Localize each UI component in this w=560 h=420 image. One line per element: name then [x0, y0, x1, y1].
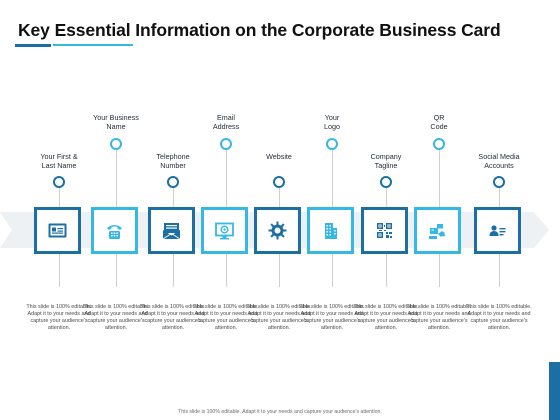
info-item-label: QR Code — [430, 113, 448, 132]
monitor-at-icon — [215, 222, 234, 240]
info-item-first-last-name: Your First & Last Name This slide is 100%… — [26, 0, 91, 420]
icon-box — [254, 207, 301, 254]
timeline-node — [380, 176, 392, 188]
connector-line — [58, 254, 60, 287]
info-item-label: Your First & Last Name — [40, 152, 78, 171]
envelope-icon — [162, 223, 181, 240]
info-item-label: Email Address — [212, 113, 240, 132]
id-card-icon — [48, 223, 67, 238]
connector-line — [115, 254, 117, 287]
info-item-label: Social Media Accounts — [478, 152, 520, 171]
info-item-website: Website This slide is 100% editable. Ada… — [246, 0, 311, 420]
info-item-description: This slide is 100% editable. Adapt it to… — [353, 304, 419, 332]
connector-line — [498, 181, 500, 207]
info-item-label: Website — [266, 152, 292, 161]
info-item-description: This slide is 100% editable. Adapt it to… — [246, 304, 312, 332]
building-icon — [325, 223, 337, 239]
footer-note: This slide is 100% editable. Adapt it to… — [178, 409, 382, 415]
info-item-your-logo: Your Logo This slide is 100% editable. Ad… — [299, 0, 364, 420]
info-item-business-name: Your Business Name This slide is 100% edi… — [83, 0, 148, 420]
timeline-node — [433, 138, 445, 150]
timeline-node — [220, 138, 232, 150]
info-item-label: Your Business Name — [93, 113, 139, 132]
social-handshake-icon — [429, 224, 445, 239]
timeline-node — [273, 176, 285, 188]
icon-box — [361, 207, 408, 254]
info-item-label: Telephone Number — [156, 152, 190, 171]
icon-box — [414, 207, 461, 254]
title-underline-dark — [15, 44, 51, 47]
info-item-description: This slide is 100% editable. Adapt it to… — [83, 304, 149, 332]
connector-line — [172, 254, 174, 287]
connector-line — [115, 143, 117, 207]
info-item-email-address: Email Address This slide is 100% editable… — [193, 0, 258, 420]
timeline-node — [110, 138, 122, 150]
info-item-label: Your Logo — [324, 113, 340, 132]
timeline-node — [326, 138, 338, 150]
info-item-description: This slide is 100% editable. Adapt it to… — [406, 304, 472, 332]
corner-accent-bar — [549, 362, 560, 420]
connector-line — [172, 181, 174, 207]
info-item-social-media-accounts: Social Media Accounts This slide is 100% … — [466, 0, 531, 420]
icon-box — [148, 207, 195, 254]
telephone-icon — [107, 225, 122, 239]
info-item-description: This slide is 100% editable. Adapt it to… — [140, 304, 206, 332]
info-item-label: Company Tagline — [370, 152, 402, 171]
connector-line — [438, 143, 440, 207]
info-item-description: This slide is 100% editable. Adapt it to… — [193, 304, 259, 332]
timeline-node — [167, 176, 179, 188]
info-item-description: This slide is 100% editable. Adapt it to… — [466, 304, 532, 332]
contact-card-icon — [489, 225, 506, 236]
qr-code-icon — [377, 223, 392, 238]
icon-box — [34, 207, 81, 254]
page-title: Key Essential Information on the Corpora… — [18, 20, 501, 40]
connector-line — [278, 181, 280, 207]
connector-line — [498, 254, 500, 287]
icon-box — [307, 207, 354, 254]
icon-box — [474, 207, 521, 254]
connector-line — [225, 143, 227, 207]
connector-line — [385, 181, 387, 207]
title-underline-light — [53, 44, 133, 46]
timeline-node — [493, 176, 505, 188]
gear-icon — [268, 221, 287, 240]
connector-line — [225, 254, 227, 287]
info-item-description: This slide is 100% editable. Adapt it to… — [299, 304, 365, 332]
icon-box — [201, 207, 248, 254]
connector-line — [278, 254, 280, 287]
info-item-description: This slide is 100% editable. Adapt it to… — [26, 304, 92, 332]
info-item-telephone-number: Telephone Number This slide is 100% edita… — [140, 0, 205, 420]
timeline-node — [53, 176, 65, 188]
connector-line — [385, 254, 387, 287]
connector-line — [58, 181, 60, 207]
connector-line — [331, 143, 333, 207]
info-item-company-tagline: Company Tagline This slide is 100% editab… — [353, 0, 418, 420]
icon-box — [91, 207, 138, 254]
connector-line — [331, 254, 333, 287]
connector-line — [438, 254, 440, 287]
info-item-qr-code: QR Code This slide is 100% editable. Adap… — [406, 0, 471, 420]
